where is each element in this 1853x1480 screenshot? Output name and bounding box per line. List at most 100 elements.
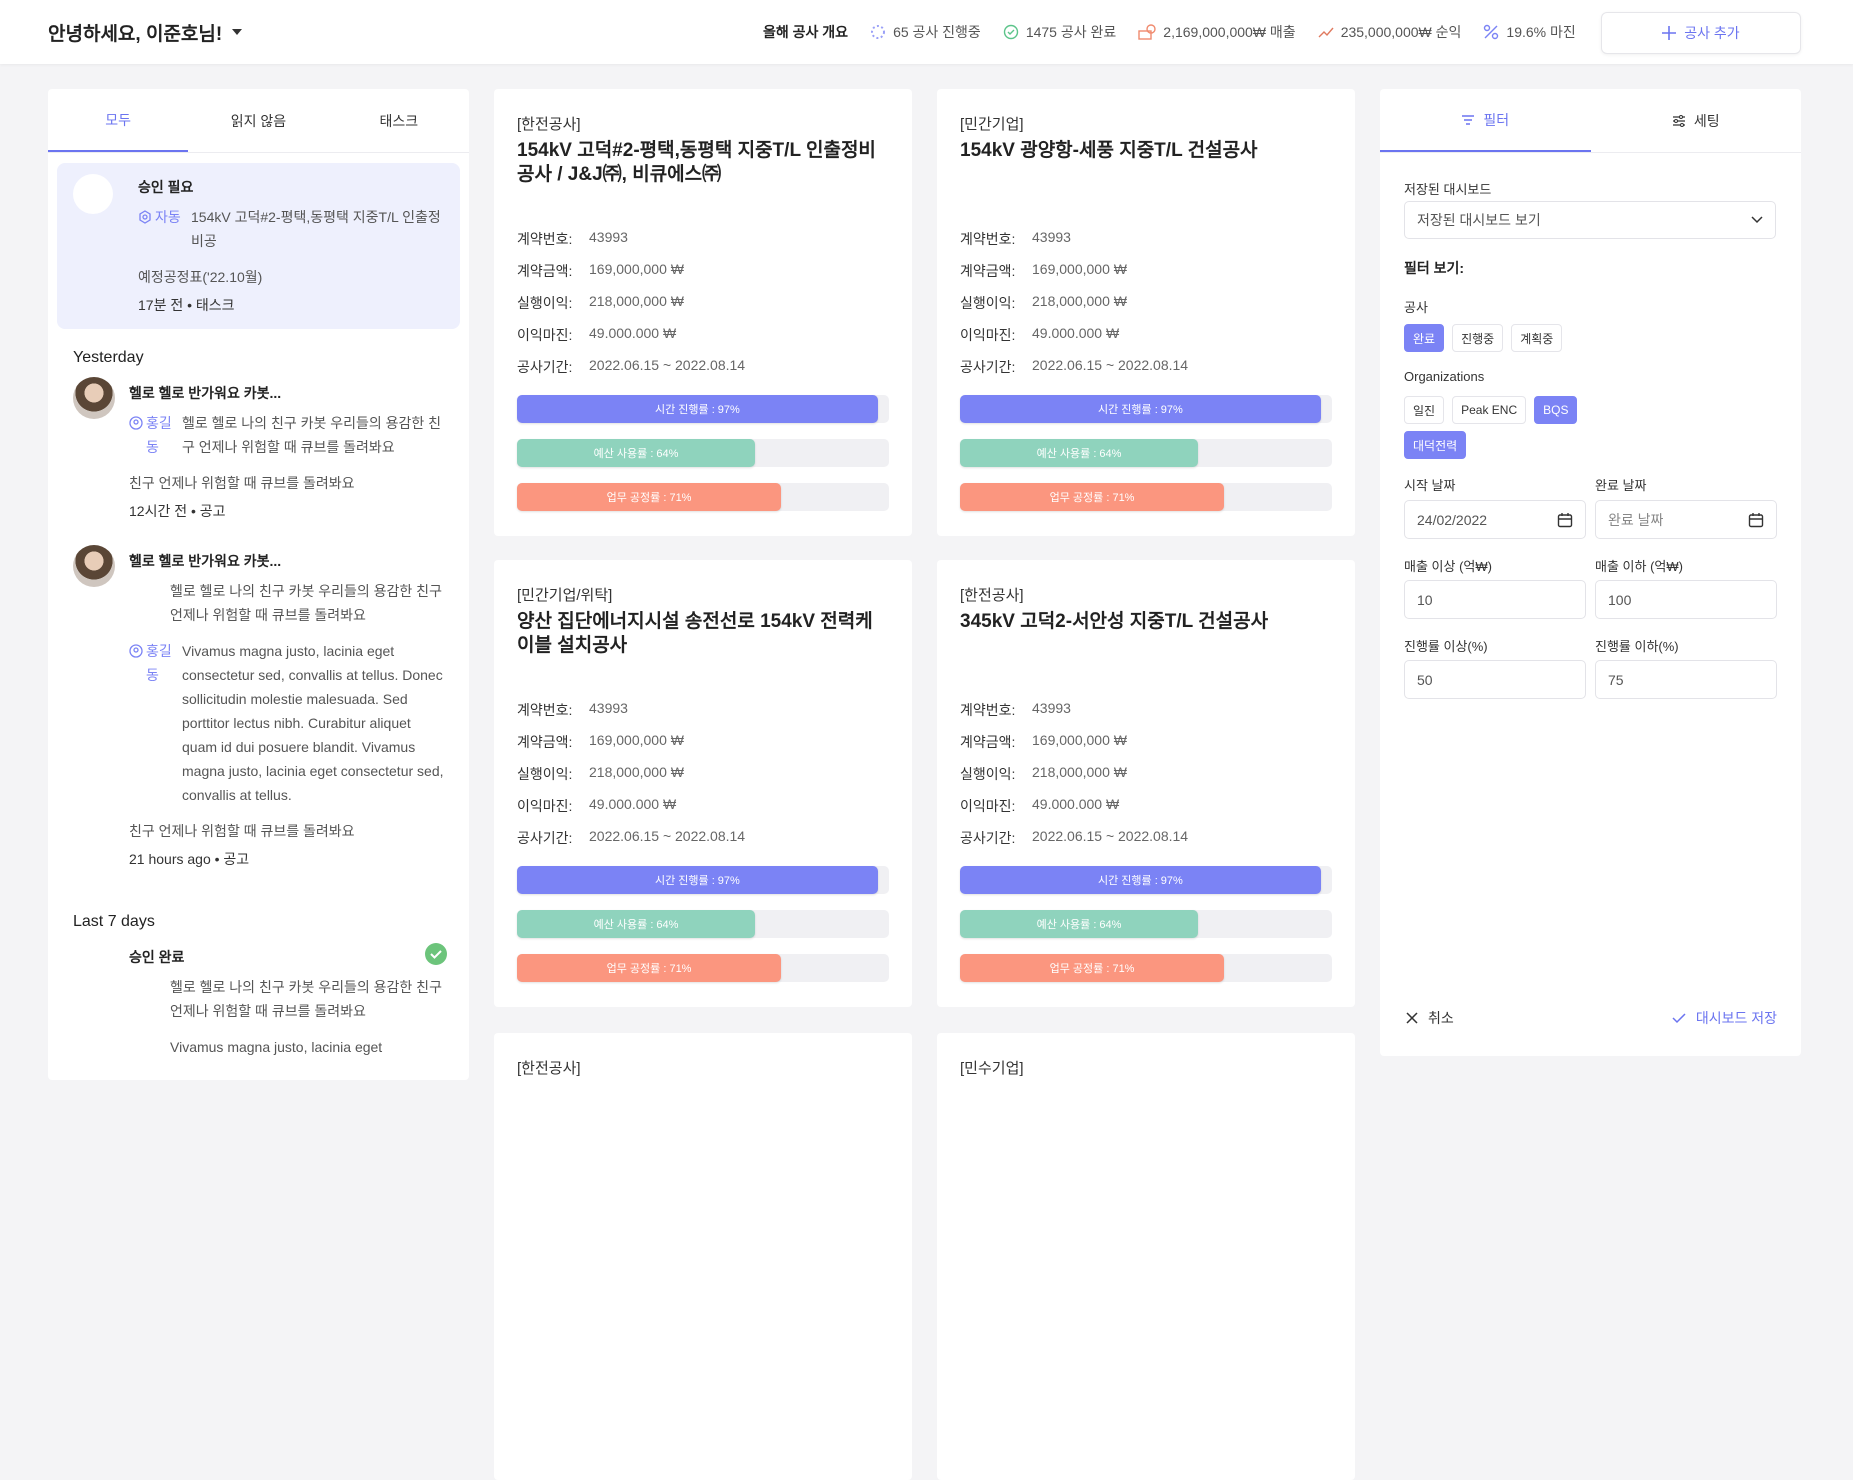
chip[interactable]: 완료 [1404, 324, 1445, 352]
field-value: 43993 [1032, 700, 1071, 716]
notification-text: 헬로 헬로 나의 친구 카봇 우리들의 용감한 친구 언제나 위험할 때 큐브를… [182, 415, 442, 455]
field-value: 43993 [1032, 229, 1071, 245]
field-label: 시작 날짜 [1404, 478, 1456, 493]
notification-text: Vivamus magna justo, lacinia eget consec… [182, 643, 444, 803]
stat-icon [1318, 24, 1334, 40]
field-value: 169,000,000 ₩ [1032, 261, 1127, 277]
field-value: 218,000,000 ₩ [1032, 293, 1127, 309]
field-label: 매출 이상 (억₩) [1404, 559, 1492, 574]
field-label: 계약금액: [517, 263, 573, 279]
filter-view-label: 필터 보기: [1404, 260, 1465, 276]
project-category: [민간기업/위탁] [517, 587, 613, 604]
saved-select[interactable]: 저장된 대시보드 보기 [1404, 201, 1776, 239]
notification-block: 홍길동 헬로 헬로 나의 친구 카봇 우리들의 용감한 친구 언제나 위험할 때 … [120, 411, 449, 459]
progress-label: 업무 공정률 : 71% [1049, 963, 1135, 975]
chip[interactable]: 일진 [1404, 396, 1445, 424]
tab[interactable]: 태스크 [379, 112, 419, 129]
author [120, 975, 170, 1023]
chip[interactable]: 대덕전력 [1404, 431, 1467, 459]
cancel-label: 취소 [1428, 1010, 1454, 1026]
project-field: 실행이익: 218,000,000 ₩ [960, 764, 1127, 784]
field-label: 계약금액: [960, 263, 1016, 279]
progress-bar [517, 910, 756, 938]
pinned-notification[interactable]: 승인 필요 자동 154kV 고덕#2-평택,동평택 지중T/L 인출정비공 예정공정… [57, 163, 460, 329]
notification[interactable]: 헬로 헬로 반가워요 카봇... 헬로 헬로 나의 친구 카봇 우리들의 용감한 … [48, 545, 469, 893]
tab[interactable]: 모두 [48, 89, 189, 152]
greeting: 안녕하세요, 이준호님! [48, 23, 223, 45]
add-project-button[interactable]: 공사 추가 [1601, 12, 1801, 54]
field-value: 49.000.000 ₩ [589, 796, 677, 812]
progress-bar [960, 483, 1225, 511]
progress-track: 시간 진행률 : 97% [517, 395, 889, 423]
field-value: 2022.06.15 ~ 2022.08.14 [1032, 828, 1189, 844]
notification-title: 승인 필요 [138, 179, 194, 195]
stat-icon [1483, 24, 1499, 40]
tab[interactable]: 읽지 않음 [230, 112, 287, 129]
project-card[interactable]: [한전공사] 345kV 고덕2-서안성 지중T/L 건설공사 계약번호: 43993… [937, 560, 1355, 1007]
notification[interactable]: 승인 완료 헬로 헬로 나의 친구 카봇 우리들의 용감한 친구 언제나 위험할 … [48, 941, 469, 1080]
stat: 19.6% 마진 [1483, 22, 1576, 42]
input-field[interactable]: 완료 날짜 [1595, 500, 1777, 539]
input-field[interactable]: 10 [1404, 580, 1586, 619]
progress-track: 예산 사용률 : 64% [517, 910, 889, 938]
project-card[interactable]: [민간기업] 154kV 광양항-세풍 지중T/L 건설공사 계약번호: 43993 계… [937, 89, 1355, 536]
project-field: 공사기간: 2022.06.15 ~ 2022.08.14 [960, 828, 1188, 848]
header: 안녕하세요, 이준호님! 올해 공사 개요 65 공사 진행중 1475 공사 완… [0, 0, 1853, 64]
overview-label: 올해 공사 개요 [763, 24, 849, 40]
notification-extra: 예정공정표('22.10월) [138, 269, 263, 285]
input-field[interactable]: 100 [1595, 580, 1777, 619]
input-field[interactable]: 24/02/2022 [1404, 500, 1586, 539]
field-label: 진행률 이상(%) [1404, 639, 1488, 654]
project-field: 실행이익: 218,000,000 ₩ [517, 293, 684, 313]
project-title: 154kV 광양항-세풍 지중T/L 건설공사 [960, 140, 1258, 161]
project-card[interactable]: [민간기업/위탁] 양산 집단에너지시설 송전선로 154kV 전력케이블 설치공… [494, 560, 912, 1007]
notification-block: Vivamus magna justo, lacinia eget [120, 1035, 449, 1059]
progress-track: 업무 공정률 : 71% [960, 483, 1332, 511]
tab[interactable]: 세팅 [1591, 89, 1802, 152]
group-title: Last 7 days [73, 913, 155, 930]
stat-text: 1475 공사 완료 [1025, 24, 1117, 40]
progress-label: 업무 공정률 : 71% [606, 963, 692, 975]
add-project-label: 공사 추가 [1684, 25, 1740, 41]
progress-bar [960, 395, 1321, 423]
project-field: 이익마진: 49.000.000 ₩ [517, 796, 676, 816]
cancel-button[interactable]: 취소 [1406, 1008, 1454, 1028]
project-field: 이익마진: 49.000.000 ₩ [960, 325, 1119, 345]
project-field: 계약금액: 169,000,000 ₩ [960, 261, 1127, 281]
field-value: 2022.06.15 ~ 2022.08.14 [589, 828, 746, 844]
x-icon [1406, 1012, 1418, 1024]
done-check [425, 943, 447, 965]
field-label: 계약금액: [517, 734, 573, 750]
stat-text: 19.6% 마진 [1506, 24, 1576, 40]
field-value: 49.000.000 ₩ [589, 325, 677, 341]
save-button[interactable]: 대시보드 저장 [1672, 1008, 1777, 1028]
project-category: [한전공사] [517, 116, 581, 133]
field-label: 공사기간: [960, 830, 1016, 846]
progress-bar [517, 395, 878, 423]
project-field: 계약번호: 43993 [517, 700, 628, 720]
input-field[interactable]: 75 [1595, 660, 1777, 699]
stat: 1475 공사 완료 [1003, 22, 1116, 42]
project-card[interactable]: [한전공사] 154kV 고덕#2-평택,동평택 지중T/L 인출정비공사 / J… [494, 89, 912, 536]
progress-track: 업무 공정률 : 71% [517, 483, 889, 511]
field-value: 169,000,000 ₩ [589, 732, 684, 748]
chip[interactable]: Peak ENC [1452, 396, 1527, 424]
tab[interactable]: 필터 [1380, 89, 1591, 152]
stat-icon [870, 24, 886, 40]
input-value: 75 [1608, 671, 1624, 688]
project-card[interactable]: [민수기업] [937, 1033, 1355, 1480]
progress-track: 예산 사용률 : 64% [960, 910, 1332, 938]
check-icon [1672, 1012, 1686, 1024]
input-field[interactable]: 50 [1404, 660, 1586, 699]
save-label: 대시보드 저장 [1695, 1010, 1777, 1026]
chip[interactable]: 진행중 [1452, 324, 1504, 352]
project-card[interactable]: [한전공사] [494, 1033, 912, 1480]
field-label: 실행이익: [517, 295, 573, 311]
notification[interactable]: 헬로 헬로 반가워요 카봇... 홍길동 헬로 헬로 나의 친구 카봇 우리들의 용… [48, 377, 469, 545]
project-title: 154kV 고덕#2-평택,동평택 지중T/L 인출정비공사 / J&J㈜, 비… [517, 140, 876, 185]
field-label: 이익마진: [960, 798, 1016, 814]
chip[interactable]: BQS [1534, 396, 1578, 424]
progress-label: 시간 진행률 : 97% [654, 875, 740, 887]
user-menu[interactable]: 안녕하세요, 이준호님! [48, 0, 243, 64]
chip[interactable]: 계획중 [1511, 324, 1563, 352]
